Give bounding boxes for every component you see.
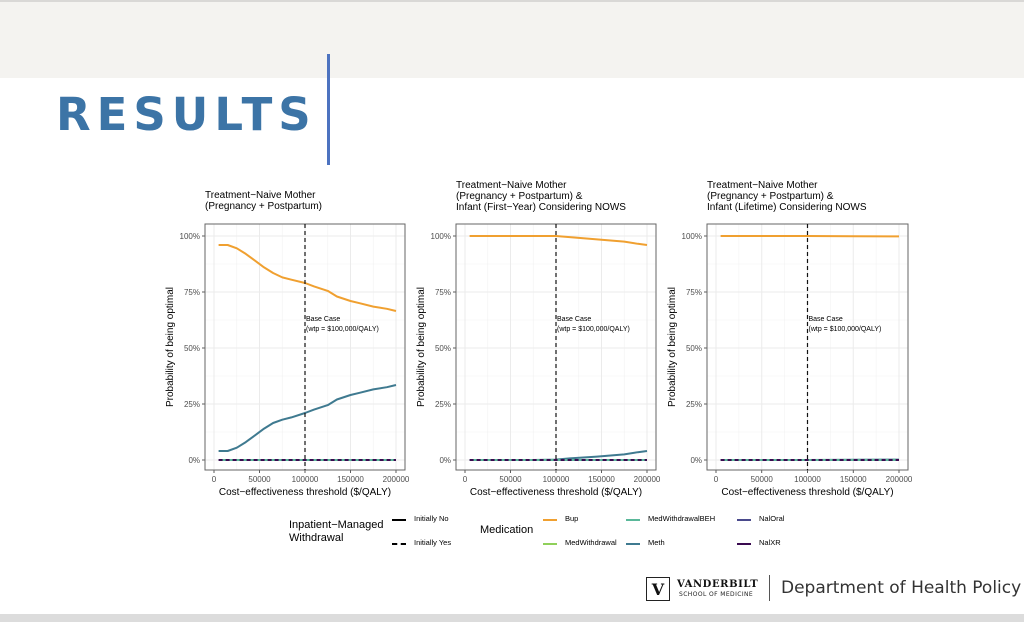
annotation-line: (wtp = $100,000/QALY) <box>809 326 882 333</box>
y-tick-label: 50% <box>184 344 200 353</box>
chart-title-line: Infant (First−Year) Considering NOWS <box>456 202 626 213</box>
chart-title: Treatment−Naive Mother (Pregnancy + Postp… <box>707 180 867 213</box>
chart-title-line: Treatment−Naive Mother <box>205 190 316 201</box>
y-tick-label: 0% <box>690 456 702 465</box>
y-tick-label: 25% <box>435 400 451 409</box>
y-tick-label: 75% <box>686 288 702 297</box>
withdrawal-legend-label: Initially No <box>414 514 449 523</box>
y-tick-label: 50% <box>686 344 702 353</box>
withdrawal-legend-title: Inpatient−Managed Withdrawal <box>289 519 384 545</box>
logo-name: VANDERBILT <box>677 579 759 590</box>
title-accent-bar <box>327 54 330 165</box>
chart-title-line: Infant (Lifetime) Considering NOWS <box>707 202 867 213</box>
y-axis-label: Probability of being optimal <box>416 287 427 407</box>
x-tick-label: 100000 <box>292 475 319 484</box>
top-border <box>0 0 1024 2</box>
withdrawal-key-solid <box>392 519 406 521</box>
x-axis-label: Cost−effectiveness threshold ($/QALY) <box>721 487 893 498</box>
x-tick-label: 50000 <box>499 475 522 484</box>
annotation-line: Base Case <box>809 316 843 323</box>
x-tick-label: 0 <box>714 475 719 484</box>
x-tick-label: 150000 <box>337 475 364 484</box>
series-line-meth <box>218 384 397 452</box>
base-case-annotation: Base Case (wtp = $100,000/QALY) <box>306 316 379 333</box>
chart-panel-3: 0% 25% 50% 75% 100% 0 50000 100000 150000 200000 T… <box>667 180 913 498</box>
medication-key-bup <box>543 519 557 521</box>
y-tick-label: 25% <box>686 400 702 409</box>
chart-title-line: (Pregnancy + Postpartum) & <box>456 191 583 202</box>
y-tick-label: 100% <box>682 232 702 241</box>
chart-title: Treatment−Naive Mother (Pregnancy + Postp… <box>456 180 626 213</box>
x-tick-label: 50000 <box>751 475 774 484</box>
y-tick-label: 75% <box>184 288 200 297</box>
legend-title-line: Inpatient−Managed <box>289 519 384 531</box>
x-tick-label: 100000 <box>543 475 570 484</box>
department-name: Department of Health Policy <box>781 578 1022 598</box>
y-tick-label: 100% <box>180 232 200 241</box>
annotation-line: Base Case <box>557 316 591 323</box>
chart-panel-2: 0% 25% 50% 75% 100% 0 50000 100000 150000 200000 T… <box>416 180 661 498</box>
x-axis-label: Cost−effectiveness threshold ($/QALY) <box>219 487 391 498</box>
footer-bar <box>0 614 1024 622</box>
medication-legend-label: MedWithdrawalBEH <box>648 514 716 523</box>
medication-legend-title: Medication <box>480 524 534 536</box>
logo-subtitle: SCHOOL OF MEDICINE <box>679 591 754 598</box>
x-tick-label: 200000 <box>383 475 410 484</box>
series-line-bup <box>218 244 397 312</box>
legend-title-line: Withdrawal <box>289 532 344 544</box>
medication-legend-label: Bup <box>565 514 579 523</box>
annotation-line: Base Case <box>306 316 340 323</box>
y-tick-label: 100% <box>431 232 451 241</box>
withdrawal-key-dashed <box>392 543 406 545</box>
medication-key-meth <box>626 543 640 545</box>
x-tick-label: 150000 <box>588 475 615 484</box>
medication-legend-label: Meth <box>648 538 665 547</box>
chart-title: Treatment−Naive Mother (Pregnancy + Postp… <box>205 190 322 212</box>
logo-mark: V <box>651 579 665 599</box>
x-tick-label: 200000 <box>634 475 661 484</box>
y-tick-label: 0% <box>188 456 200 465</box>
medication-legend-label: MedWithdrawal <box>565 538 617 547</box>
x-tick-label: 200000 <box>886 475 913 484</box>
medication-key-naloral <box>737 519 751 521</box>
medication-key-medwithdrawal <box>543 543 557 545</box>
slide-title: RESULTS <box>56 88 317 141</box>
annotation-line: (wtp = $100,000/QALY) <box>557 326 630 333</box>
medication-legend-label: NalOral <box>759 514 785 523</box>
medication-key-medwithdrawalbeh <box>626 519 640 521</box>
series-line-bup <box>469 235 648 246</box>
base-case-annotation: Base Case (wtp = $100,000/QALY) <box>809 316 882 333</box>
x-tick-label: 150000 <box>840 475 867 484</box>
footer-divider <box>769 575 770 601</box>
annotation-line: (wtp = $100,000/QALY) <box>306 326 379 333</box>
x-tick-label: 50000 <box>248 475 271 484</box>
chart-title-line: (Pregnancy + Postpartum) & <box>707 191 834 202</box>
x-tick-label: 0 <box>463 475 468 484</box>
x-tick-label: 0 <box>212 475 217 484</box>
chart-title-line: (Pregnancy + Postpartum) <box>205 201 322 212</box>
y-tick-label: 25% <box>184 400 200 409</box>
base-case-annotation: Base Case (wtp = $100,000/QALY) <box>557 316 630 333</box>
y-axis-label: Probability of being optimal <box>667 287 678 407</box>
medication-legend-label: NalXR <box>759 538 781 547</box>
medication-key-nalxr <box>737 543 751 545</box>
y-tick-label: 75% <box>435 288 451 297</box>
withdrawal-legend-label: Initially Yes <box>414 538 452 547</box>
y-tick-label: 0% <box>439 456 451 465</box>
chart-title-line: Treatment−Naive Mother <box>456 180 567 191</box>
header-banner <box>0 2 1024 78</box>
y-tick-label: 50% <box>435 344 451 353</box>
vanderbilt-logo-icon: V <box>646 577 670 601</box>
y-axis-label: Probability of being optimal <box>165 287 176 407</box>
x-axis-label: Cost−effectiveness threshold ($/QALY) <box>470 487 642 498</box>
chart-title-line: Treatment−Naive Mother <box>707 180 818 191</box>
x-tick-label: 100000 <box>794 475 821 484</box>
chart-panel-1: 0% 25% 50% 75% 100% 0 50000 100000 150000 200000 T… <box>165 190 410 498</box>
